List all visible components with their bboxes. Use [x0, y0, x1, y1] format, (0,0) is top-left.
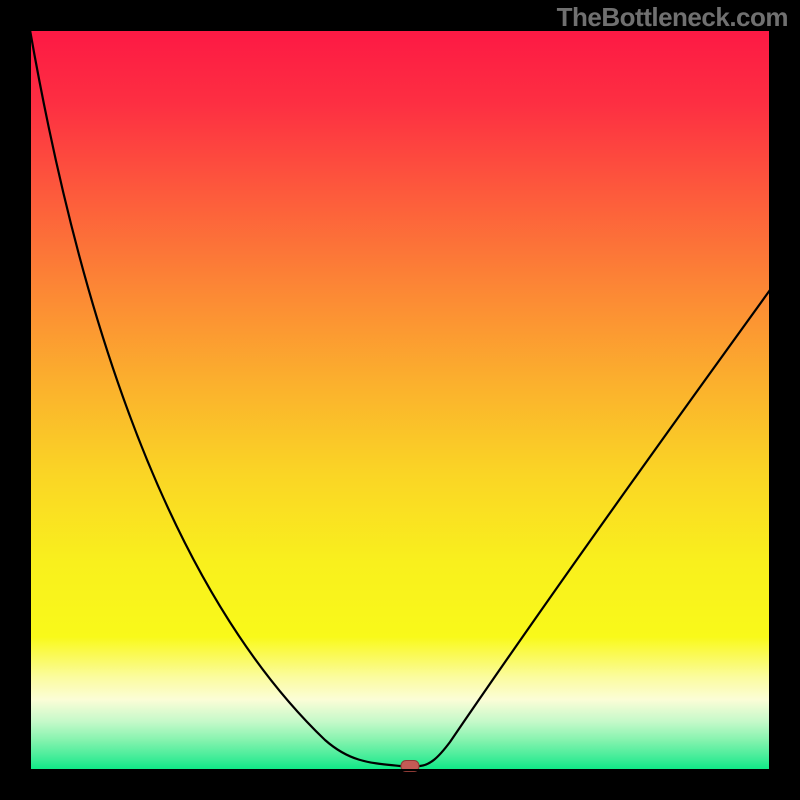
bottleneck-chart — [0, 0, 800, 800]
plot-background — [30, 30, 770, 770]
chart-wrapper: TheBottleneck.com — [0, 0, 800, 800]
watermark-text: TheBottleneck.com — [557, 2, 788, 33]
